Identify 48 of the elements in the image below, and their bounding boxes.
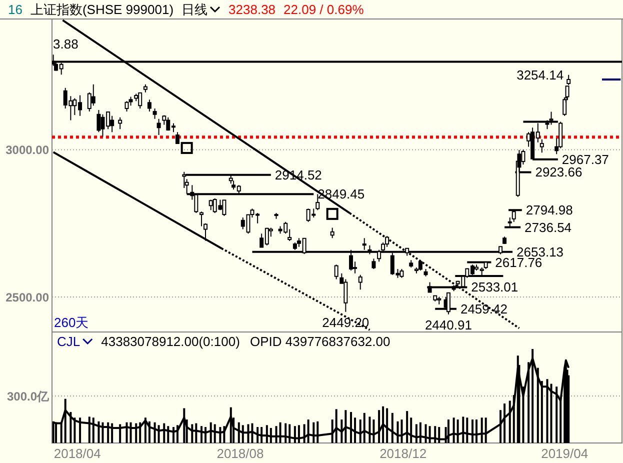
candlestick xyxy=(409,260,414,268)
text: 3238.38 xyxy=(228,2,276,17)
candlestick xyxy=(400,268,404,278)
chart-title: CJL xyxy=(57,334,80,349)
candlestick xyxy=(502,236,507,244)
x-tick-label: 2019/04 xyxy=(541,446,588,461)
annotation: 2967.37 xyxy=(562,152,609,167)
x-tick-label: 2018/08 xyxy=(216,446,264,461)
annotation: 2533.01 xyxy=(471,280,518,295)
annotation: 2736.54 xyxy=(524,220,572,235)
candlestick xyxy=(96,109,101,133)
annotation: OPID 439776837632.00 xyxy=(250,334,390,349)
annotation: 43383078912.00(0:100) xyxy=(101,334,240,349)
x-tick-label: 2018/12 xyxy=(380,446,427,461)
text: 22.09 / 0.69% xyxy=(284,2,364,17)
candlestick xyxy=(152,108,157,120)
ref-line-label: 300.0亿 xyxy=(6,390,50,404)
chart-title: 上证指数(SHSE 999001) xyxy=(30,2,174,17)
annotation: 2794.98 xyxy=(526,202,573,218)
candlestick xyxy=(124,100,129,112)
text: 16 xyxy=(8,2,22,17)
candlestick xyxy=(274,212,278,220)
candlestick xyxy=(222,199,226,216)
candlestick xyxy=(437,296,442,305)
annotation: 2440.91 xyxy=(424,317,472,332)
candlestick xyxy=(330,227,334,239)
candlestick xyxy=(418,260,422,271)
candlestick xyxy=(118,116,122,130)
candlestick xyxy=(433,294,438,302)
candlestick xyxy=(147,99,152,112)
candlestick xyxy=(143,84,148,93)
annotation: 260天 xyxy=(54,315,89,330)
candlestick xyxy=(358,274,362,290)
candlestick xyxy=(138,92,142,110)
candlestick xyxy=(208,199,213,211)
candlestick xyxy=(110,115,114,133)
y-tick-label: 3000.00 xyxy=(6,143,50,158)
candlestick xyxy=(424,268,428,277)
y-tick-label: 2500.00 xyxy=(6,290,50,304)
candlestick xyxy=(334,264,338,280)
annotation: 3.88 xyxy=(53,36,78,52)
chart-subtitle: 日线 xyxy=(182,2,208,17)
annotation: 2923.66 xyxy=(535,164,582,180)
candlestick xyxy=(372,258,376,270)
candlestick xyxy=(540,138,544,154)
candlestick xyxy=(156,118,161,136)
x-tick-label: 2018/04 xyxy=(54,446,101,461)
annotation: 3254.14 xyxy=(516,67,564,82)
